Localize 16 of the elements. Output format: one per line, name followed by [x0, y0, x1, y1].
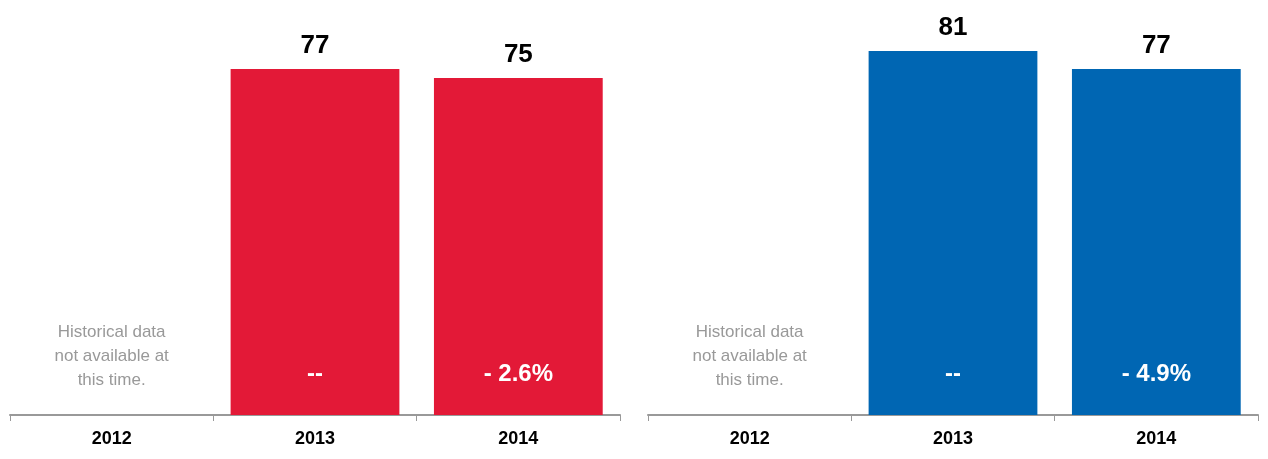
annotation: --	[307, 358, 323, 386]
annotation: Historical data not available at this time.	[54, 321, 170, 389]
data-label: 77	[1141, 28, 1171, 59]
annotation: - 4.9%	[1121, 358, 1192, 386]
x-tick-label: 2012	[729, 428, 770, 448]
annotation: --	[945, 358, 961, 386]
data-label: 77	[300, 28, 330, 59]
x-tick-label: 2012	[91, 428, 132, 448]
x-tick-label: 2013	[294, 428, 336, 448]
data-label: 75	[503, 37, 533, 68]
x-tick-label: 2013	[932, 428, 974, 448]
annotation: - 2.6%	[483, 358, 554, 386]
data-label: 81	[938, 10, 968, 41]
annotation: Historical data not available at this time.	[692, 321, 808, 389]
x-tick-label: 2014	[498, 428, 539, 448]
x-tick-label: 2014	[1136, 428, 1177, 448]
